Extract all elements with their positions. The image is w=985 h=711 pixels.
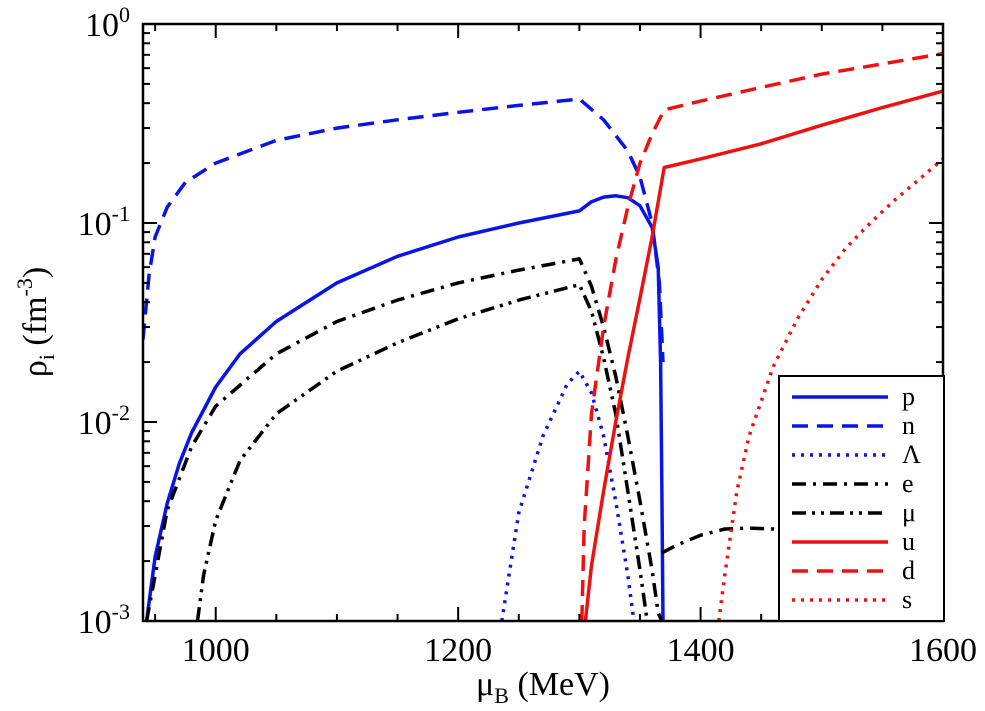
y-tick-label: 10-2 <box>78 400 130 442</box>
series-line-9 <box>717 157 943 621</box>
x-axis-label: μB (MeV) <box>476 666 610 708</box>
x-tick-label: 1000 <box>182 632 250 669</box>
legend-label: d <box>902 556 915 585</box>
series-line-6 <box>660 526 792 555</box>
y-tick-label: 10-3 <box>78 599 130 641</box>
legend-label: μ <box>902 498 916 527</box>
legend-label: Λ <box>902 440 921 469</box>
legend-label: u <box>902 527 915 556</box>
series-line-1 <box>144 194 665 621</box>
x-tick-label: 1400 <box>667 632 735 669</box>
series-line-5 <box>195 282 649 621</box>
x-tick-label: 1600 <box>909 632 977 669</box>
y-tick-label: 100 <box>85 2 130 44</box>
legend-label: p <box>902 382 915 411</box>
tick-labels-layer: 1000 1200 1400 1600 10-3 10-2 10-1 100 <box>78 2 977 669</box>
legend-label: s <box>902 585 912 614</box>
legend-label: n <box>902 411 915 440</box>
series-line-8 <box>580 51 943 621</box>
y-axis-label: ρi (fm-3) <box>12 267 59 377</box>
legend-label: e <box>902 469 914 498</box>
series-line-2 <box>143 97 665 363</box>
legend-box <box>778 375 945 622</box>
series-layer <box>143 51 943 621</box>
plot-frame <box>141 22 945 623</box>
y-tick-label: 10-1 <box>78 201 130 243</box>
series-line-4 <box>144 257 664 621</box>
series-line-7 <box>583 89 943 621</box>
x-tick-label: 1200 <box>424 632 492 669</box>
